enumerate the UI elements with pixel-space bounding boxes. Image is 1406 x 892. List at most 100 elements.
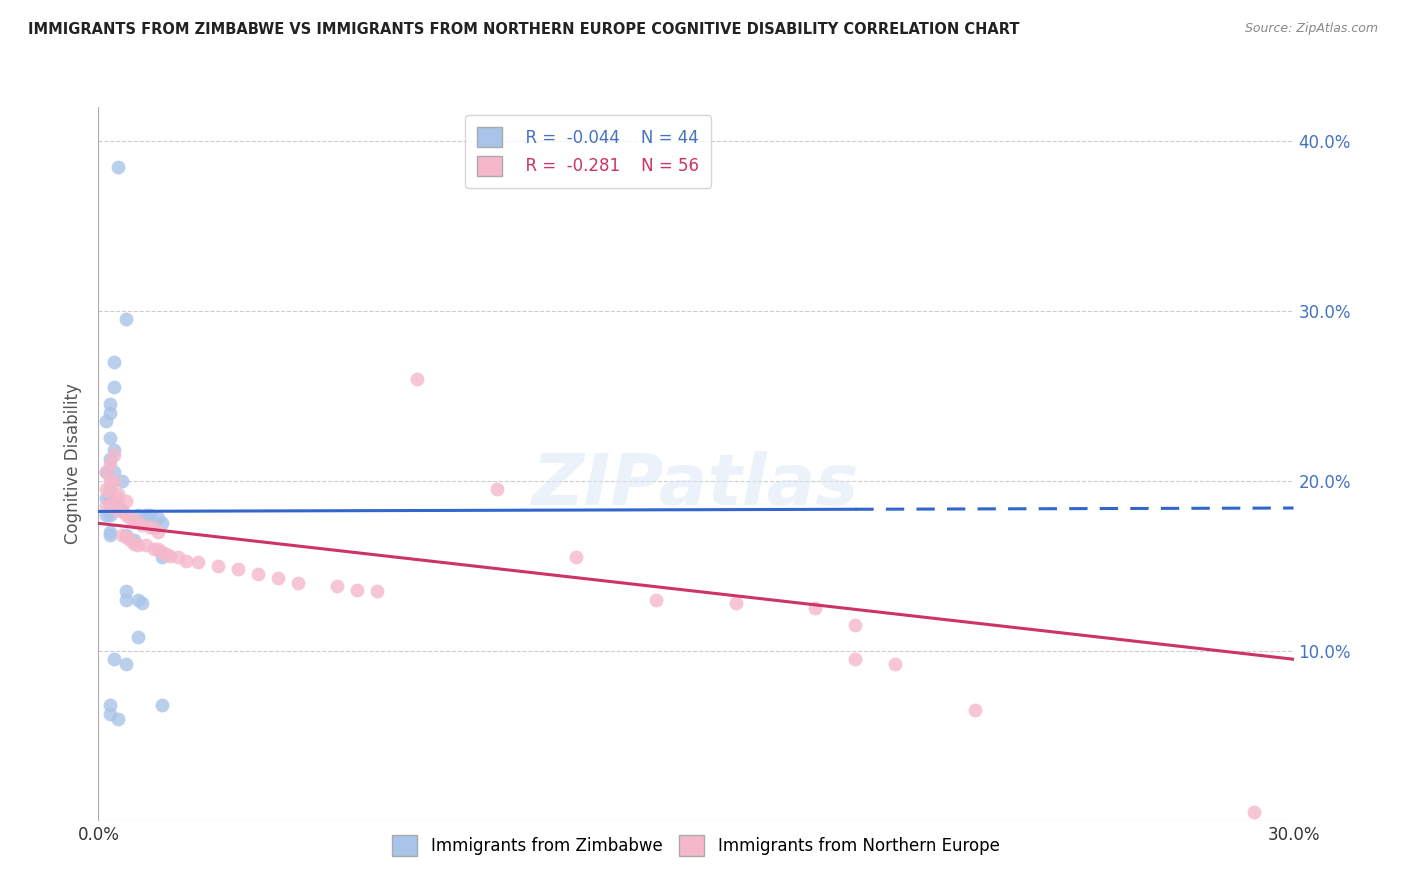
- Point: [111, 528, 134, 542]
- Point: [100, 500, 122, 514]
- Point: [366, 584, 388, 599]
- Point: [406, 372, 429, 386]
- Point: [100, 524, 122, 539]
- Point: [96, 483, 118, 497]
- Point: [100, 451, 122, 466]
- Point: [1243, 805, 1265, 819]
- Point: [103, 466, 125, 480]
- Point: [115, 530, 138, 544]
- Point: [150, 545, 173, 559]
- Point: [226, 562, 249, 576]
- Point: [127, 630, 149, 644]
- Point: [107, 487, 129, 501]
- Point: [167, 550, 190, 565]
- Point: [100, 457, 122, 471]
- Point: [103, 501, 125, 516]
- Point: [103, 500, 125, 514]
- Point: [150, 550, 173, 565]
- Point: [107, 712, 129, 726]
- Point: [107, 502, 129, 516]
- Point: [96, 414, 118, 428]
- Point: [174, 554, 197, 568]
- Point: [100, 431, 122, 445]
- Point: [159, 549, 181, 563]
- Point: [107, 500, 129, 514]
- Point: [100, 483, 122, 497]
- Point: [103, 652, 125, 666]
- Y-axis label: Cognitive Disability: Cognitive Disability: [65, 384, 83, 544]
- Point: [326, 579, 349, 593]
- Point: [96, 466, 118, 480]
- Point: [127, 592, 149, 607]
- Point: [96, 491, 118, 505]
- Point: [844, 618, 866, 632]
- Point: [107, 491, 129, 505]
- Point: [155, 547, 177, 561]
- Point: [287, 575, 309, 590]
- Point: [103, 380, 125, 394]
- Point: [131, 596, 153, 610]
- Point: [100, 474, 122, 488]
- Point: [187, 555, 209, 569]
- Text: Source: ZipAtlas.com: Source: ZipAtlas.com: [1244, 22, 1378, 36]
- Point: [135, 508, 157, 522]
- Point: [115, 657, 138, 672]
- Point: [150, 516, 173, 531]
- Point: [103, 355, 125, 369]
- Point: [111, 474, 134, 488]
- Point: [115, 592, 138, 607]
- Point: [148, 524, 170, 539]
- Point: [111, 504, 134, 518]
- Point: [485, 483, 508, 497]
- Point: [127, 538, 149, 552]
- Point: [100, 485, 122, 500]
- Point: [107, 502, 129, 516]
- Point: [127, 508, 149, 522]
- Text: IMMIGRANTS FROM ZIMBABWE VS IMMIGRANTS FROM NORTHERN EUROPE COGNITIVE DISABILITY: IMMIGRANTS FROM ZIMBABWE VS IMMIGRANTS F…: [28, 22, 1019, 37]
- Point: [884, 657, 907, 672]
- Point: [346, 582, 368, 597]
- Point: [565, 550, 588, 565]
- Legend: Immigrants from Zimbabwe, Immigrants from Northern Europe: Immigrants from Zimbabwe, Immigrants fro…: [382, 825, 1010, 866]
- Point: [207, 558, 229, 573]
- Point: [139, 508, 162, 522]
- Point: [103, 443, 125, 458]
- Point: [246, 567, 269, 582]
- Point: [111, 502, 134, 516]
- Point: [115, 494, 138, 508]
- Point: [115, 508, 138, 522]
- Point: [131, 518, 153, 533]
- Point: [103, 474, 125, 488]
- Point: [645, 592, 668, 607]
- Point: [143, 521, 166, 535]
- Point: [127, 515, 149, 529]
- Point: [124, 537, 146, 551]
- Point: [100, 491, 122, 505]
- Point: [120, 511, 142, 525]
- Point: [963, 703, 986, 717]
- Point: [115, 584, 138, 599]
- Point: [804, 601, 827, 615]
- Point: [100, 706, 122, 721]
- Point: [124, 533, 146, 548]
- Point: [267, 571, 290, 585]
- Point: [96, 508, 118, 522]
- Point: [100, 698, 122, 712]
- Point: [150, 698, 173, 712]
- Point: [120, 533, 142, 548]
- Point: [124, 515, 146, 529]
- Point: [115, 528, 138, 542]
- Point: [139, 519, 162, 533]
- Point: [100, 494, 122, 508]
- Point: [135, 538, 157, 552]
- Point: [115, 312, 138, 326]
- Point: [107, 160, 129, 174]
- Text: ZIPatlas: ZIPatlas: [533, 450, 859, 520]
- Point: [724, 596, 747, 610]
- Point: [100, 528, 122, 542]
- Point: [100, 508, 122, 522]
- Point: [103, 448, 125, 462]
- Point: [844, 652, 866, 666]
- Point: [100, 397, 122, 411]
- Point: [96, 466, 118, 480]
